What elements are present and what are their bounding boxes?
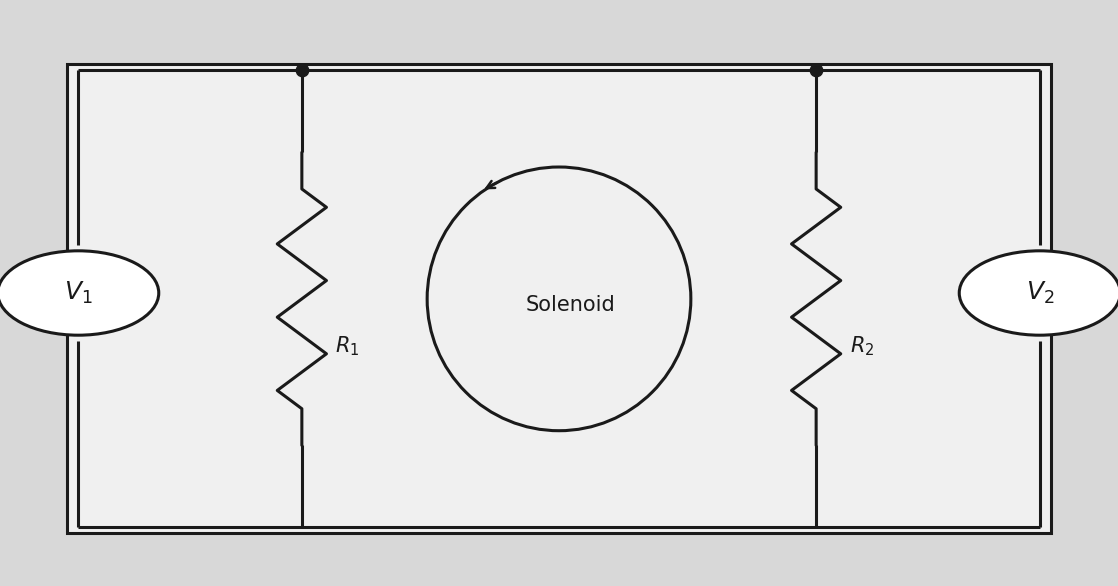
Text: $R_1$: $R_1$	[335, 334, 360, 357]
Bar	[67, 64, 1051, 533]
Point	[807, 66, 825, 75]
Text: $V_1$: $V_1$	[64, 280, 93, 306]
Text: Solenoid: Solenoid	[525, 295, 615, 315]
Text: $V_2$: $V_2$	[1025, 280, 1054, 306]
Point	[293, 66, 311, 75]
Text: $R_2$: $R_2$	[850, 334, 874, 357]
Circle shape	[0, 251, 159, 335]
Circle shape	[959, 251, 1118, 335]
